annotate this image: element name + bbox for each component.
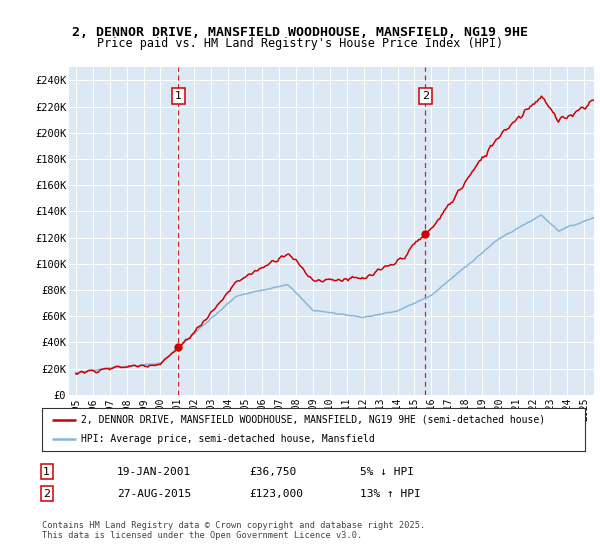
Text: £123,000: £123,000 (249, 489, 303, 499)
Text: 2: 2 (43, 489, 50, 499)
Text: 2, DENNOR DRIVE, MANSFIELD WOODHOUSE, MANSFIELD, NG19 9HE: 2, DENNOR DRIVE, MANSFIELD WOODHOUSE, MA… (72, 26, 528, 39)
Text: 2, DENNOR DRIVE, MANSFIELD WOODHOUSE, MANSFIELD, NG19 9HE (semi-detached house): 2, DENNOR DRIVE, MANSFIELD WOODHOUSE, MA… (81, 415, 545, 424)
Text: HPI: Average price, semi-detached house, Mansfield: HPI: Average price, semi-detached house,… (81, 435, 375, 444)
Text: 1: 1 (43, 466, 50, 477)
Text: Contains HM Land Registry data © Crown copyright and database right 2025.
This d: Contains HM Land Registry data © Crown c… (42, 521, 425, 540)
Text: Price paid vs. HM Land Registry's House Price Index (HPI): Price paid vs. HM Land Registry's House … (97, 37, 503, 50)
Text: 13% ↑ HPI: 13% ↑ HPI (360, 489, 421, 499)
Text: 1: 1 (175, 91, 182, 101)
Text: 2: 2 (422, 91, 429, 101)
Text: 27-AUG-2015: 27-AUG-2015 (117, 489, 191, 499)
Text: £36,750: £36,750 (249, 466, 296, 477)
Text: 5% ↓ HPI: 5% ↓ HPI (360, 466, 414, 477)
Text: 19-JAN-2001: 19-JAN-2001 (117, 466, 191, 477)
